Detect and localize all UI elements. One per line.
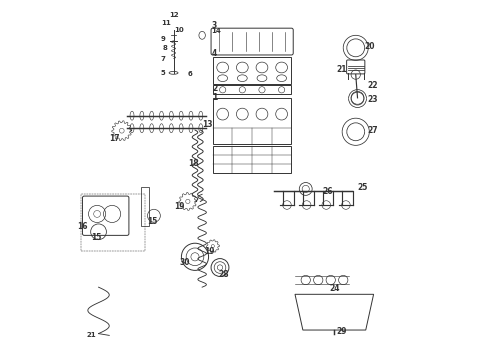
Text: 22: 22 bbox=[368, 81, 378, 90]
Text: 27: 27 bbox=[367, 126, 378, 135]
Text: 14: 14 bbox=[212, 28, 221, 34]
Text: 16: 16 bbox=[77, 222, 88, 231]
Text: 12: 12 bbox=[169, 12, 178, 18]
Text: 1: 1 bbox=[212, 93, 217, 102]
Text: 28: 28 bbox=[218, 270, 229, 279]
Text: 10: 10 bbox=[174, 27, 184, 33]
Text: 24: 24 bbox=[329, 284, 340, 293]
Text: 18: 18 bbox=[189, 159, 199, 168]
Text: 21: 21 bbox=[336, 65, 347, 74]
Text: 21: 21 bbox=[87, 332, 96, 338]
Text: 30: 30 bbox=[179, 258, 190, 267]
Text: 2: 2 bbox=[212, 84, 217, 93]
Text: 15: 15 bbox=[147, 217, 157, 226]
Text: 15: 15 bbox=[92, 233, 102, 242]
Text: 26: 26 bbox=[322, 187, 332, 196]
Text: 11: 11 bbox=[162, 20, 172, 26]
Text: 19: 19 bbox=[204, 247, 215, 256]
Text: 20: 20 bbox=[365, 42, 375, 51]
Text: 3: 3 bbox=[212, 21, 217, 30]
Text: 17: 17 bbox=[109, 134, 120, 143]
Text: 9: 9 bbox=[160, 36, 165, 42]
Text: 8: 8 bbox=[162, 45, 167, 51]
Text: 25: 25 bbox=[358, 183, 368, 192]
Text: 13: 13 bbox=[202, 120, 213, 129]
Text: 6: 6 bbox=[187, 71, 192, 77]
Text: 4: 4 bbox=[212, 49, 217, 58]
Text: 23: 23 bbox=[368, 95, 378, 104]
Text: 19: 19 bbox=[173, 202, 184, 211]
Text: 29: 29 bbox=[336, 327, 347, 336]
Text: 7: 7 bbox=[160, 55, 165, 62]
Text: 5: 5 bbox=[160, 70, 165, 76]
